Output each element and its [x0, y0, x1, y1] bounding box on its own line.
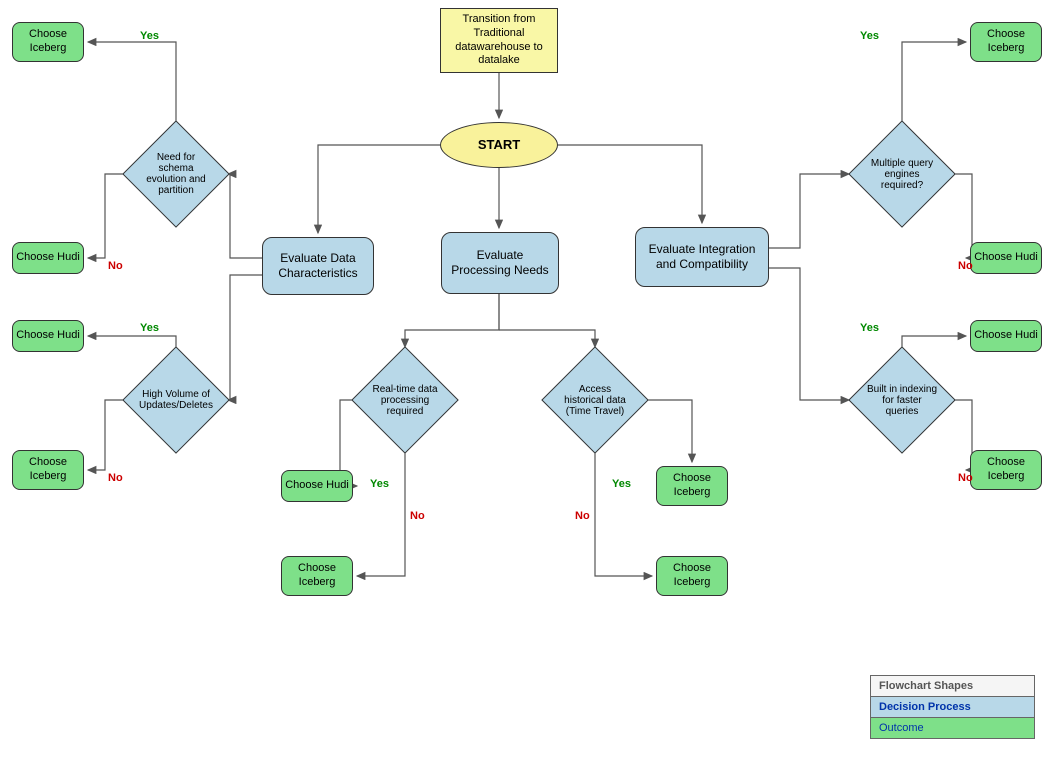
- legend-decision: Decision Process: [871, 697, 1035, 718]
- label-yes: Yes: [370, 478, 389, 490]
- legend-title: Flowchart Shapes: [871, 676, 1035, 697]
- outcome-hudi-r2: Choose Hudi: [970, 320, 1042, 352]
- eval-data-text: Evaluate Data Characteristics: [269, 251, 367, 281]
- outcome-iceberg-tt2: Choose Iceberg: [656, 556, 728, 596]
- process-eval-integ: Evaluate Integration and Compatibility: [635, 227, 769, 287]
- label-no: No: [108, 260, 123, 272]
- d-timetravel-text: Access historical data (Time Travel): [559, 384, 632, 417]
- label-yes: Yes: [140, 322, 159, 334]
- eval-proc-text: Evaluate Processing Needs: [448, 248, 552, 278]
- outcome-iceberg-tl: Choose Iceberg: [12, 22, 84, 62]
- start-text: START: [478, 137, 520, 153]
- outcome-iceberg-tt: Choose Iceberg: [656, 466, 728, 506]
- eval-integ-text: Evaluate Integration and Compatibility: [642, 242, 762, 272]
- decision-schema: Need for schema evolution and partition: [138, 136, 214, 212]
- label-no: No: [958, 472, 973, 484]
- label-no: No: [108, 472, 123, 484]
- d-index-text: Built in indexing for faster queries: [866, 384, 939, 417]
- label-yes: Yes: [140, 30, 159, 42]
- label-no: No: [958, 260, 973, 272]
- d-realtime-text: Real-time data processing required: [369, 384, 442, 417]
- d-volume-text: High Volume of Updates/Deletes: [139, 389, 213, 411]
- label-no: No: [575, 510, 590, 522]
- decision-volume: High Volume of Updates/Deletes: [138, 362, 214, 438]
- legend: Flowchart Shapes Decision Process Outcom…: [870, 675, 1035, 739]
- label-no: No: [410, 510, 425, 522]
- title-text: Transition from Traditional datawarehous…: [445, 13, 553, 68]
- outcome-hudi-l1: Choose Hudi: [12, 242, 84, 274]
- process-eval-data: Evaluate Data Characteristics: [262, 237, 374, 295]
- decision-index: Built in indexing for faster queries: [864, 362, 940, 438]
- title-box: Transition from Traditional datawarehous…: [440, 8, 558, 73]
- label-yes: Yes: [860, 30, 879, 42]
- outcome-iceberg-tr: Choose Iceberg: [970, 22, 1042, 62]
- decision-realtime: Real-time data processing required: [367, 362, 443, 438]
- outcome-iceberg-r2: Choose Iceberg: [970, 450, 1042, 490]
- outcome-iceberg-l2: Choose Iceberg: [12, 450, 84, 490]
- decision-timetravel: Access historical data (Time Travel): [557, 362, 633, 438]
- start-node: START: [440, 122, 558, 168]
- d-schema-text: Need for schema evolution and partition: [140, 152, 213, 196]
- outcome-hudi-r1: Choose Hudi: [970, 242, 1042, 274]
- process-eval-proc: Evaluate Processing Needs: [441, 232, 559, 294]
- label-yes: Yes: [612, 478, 631, 490]
- outcome-hudi-l2: Choose Hudi: [12, 320, 84, 352]
- decision-engines: Multiple query engines required?: [864, 136, 940, 212]
- outcome-hudi-rt: Choose Hudi: [281, 470, 353, 502]
- d-engines-text: Multiple query engines required?: [866, 158, 939, 191]
- label-yes: Yes: [860, 322, 879, 334]
- outcome-iceberg-rt: Choose Iceberg: [281, 556, 353, 596]
- legend-outcome: Outcome: [871, 718, 1035, 739]
